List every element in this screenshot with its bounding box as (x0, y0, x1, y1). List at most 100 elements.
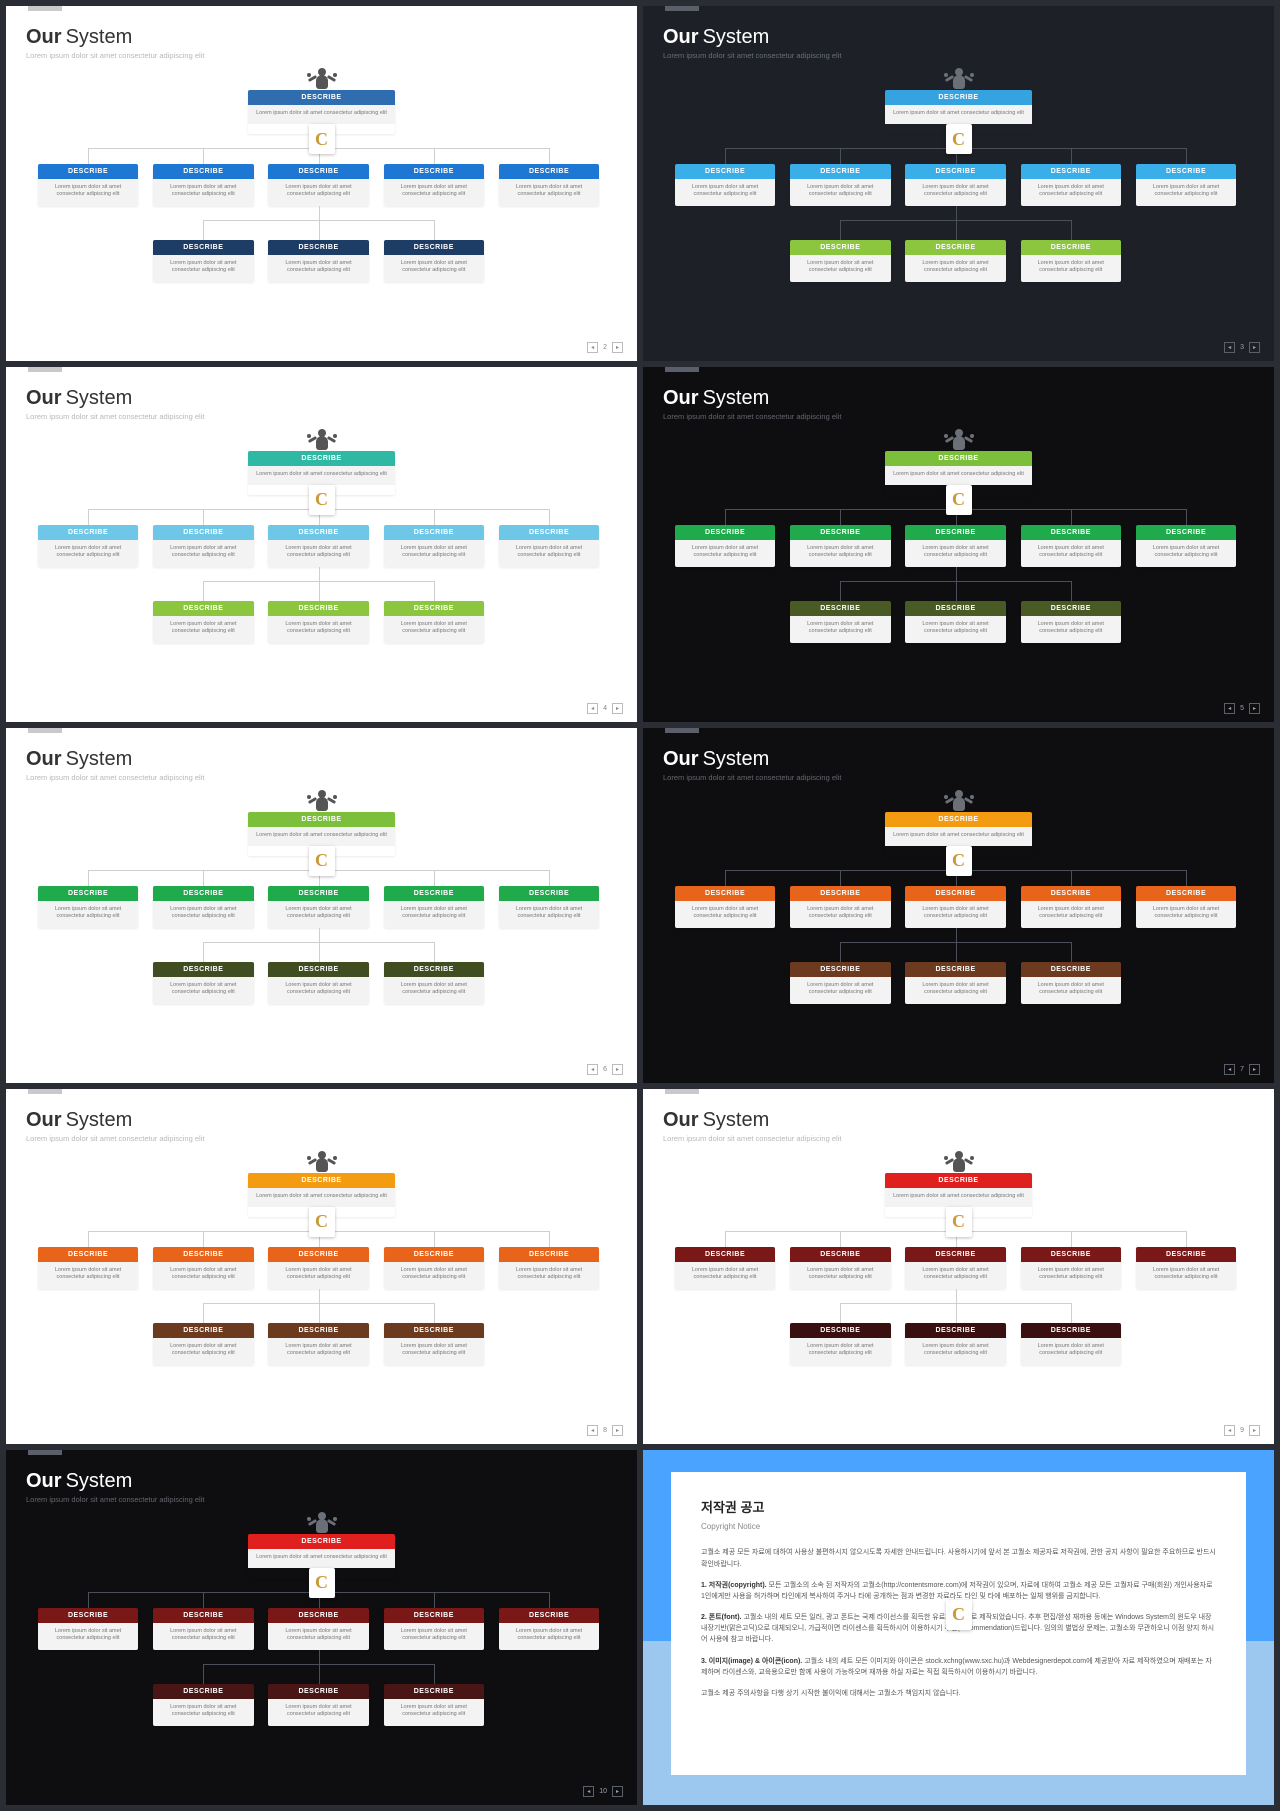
org-node: DESCRIBELorem ipsum dolor sit amet conse… (384, 601, 484, 643)
slide-title: Our System (663, 748, 1254, 771)
org-node-header: DESCRIBE (885, 1173, 1033, 1188)
pager-next[interactable]: ▸ (1249, 703, 1260, 714)
org-node-body: Lorem ipsum dolor sit amet consectetur a… (38, 1623, 138, 1650)
org-node-body: Lorem ipsum dolor sit amet consectetur a… (1021, 1262, 1121, 1289)
org-node-header: DESCRIBE (38, 1247, 138, 1262)
org-node-body: Lorem ipsum dolor sit amet consectetur a… (1136, 179, 1236, 206)
org-node: DESCRIBELorem ipsum dolor sit amet conse… (268, 1247, 368, 1289)
org-node: DESCRIBELorem ipsum dolor sit amet conse… (905, 886, 1005, 928)
org-node-body: Lorem ipsum dolor sit amet consectetur a… (790, 901, 890, 928)
org-node-header: DESCRIBE (384, 1684, 484, 1699)
org-node: DESCRIBELorem ipsum dolor sit amet conse… (1021, 1247, 1121, 1289)
org-node-header: DESCRIBE (905, 240, 1005, 255)
org-node: DESCRIBELorem ipsum dolor sit amet conse… (268, 1608, 368, 1650)
watermark-badge: C (946, 1207, 972, 1237)
pager-prev[interactable]: ◂ (583, 1786, 594, 1797)
org-node-header: DESCRIBE (885, 451, 1033, 466)
org-node-body: Lorem ipsum dolor sit amet consectetur a… (384, 1699, 484, 1726)
org-node-header: DESCRIBE (248, 451, 396, 466)
watermark-badge: C (309, 485, 335, 515)
pager-number: 5 (1240, 705, 1244, 712)
pager-next[interactable]: ▸ (1249, 1425, 1260, 1436)
org-node-body: Lorem ipsum dolor sit amet consectetur a… (675, 540, 775, 567)
slide-subtitle: Lorem ipsum dolor sit amet consectetur a… (663, 773, 1254, 782)
org-node-header: DESCRIBE (1136, 164, 1236, 179)
org-node-body: Lorem ipsum dolor sit amet consectetur a… (1021, 179, 1121, 206)
org-node-body: Lorem ipsum dolor sit amet consectetur a… (790, 540, 890, 567)
pager-next[interactable]: ▸ (612, 1786, 623, 1797)
org-node: DESCRIBELorem ipsum dolor sit amet conse… (153, 601, 253, 643)
org-node: DESCRIBELorem ipsum dolor sit amet conse… (384, 962, 484, 1004)
org-node-body: Lorem ipsum dolor sit amet consectetur a… (248, 466, 396, 485)
org-node: DESCRIBELorem ipsum dolor sit amet conse… (905, 601, 1005, 643)
org-node-header: DESCRIBE (153, 164, 253, 179)
accent-tab (665, 367, 699, 372)
org-node-header: DESCRIBE (1021, 240, 1121, 255)
pager-prev[interactable]: ◂ (587, 342, 598, 353)
org-node-body: Lorem ipsum dolor sit amet consectetur a… (1136, 1262, 1236, 1289)
pager-prev[interactable]: ◂ (1224, 1425, 1235, 1436)
pager-prev[interactable]: ◂ (587, 1064, 598, 1075)
org-node: DESCRIBELorem ipsum dolor sit amet conse… (1136, 886, 1236, 928)
org-node-body: Lorem ipsum dolor sit amet consectetur a… (38, 540, 138, 567)
pager-number: 3 (1240, 344, 1244, 351)
watermark-badge: C (309, 1568, 335, 1598)
org-node-body: Lorem ipsum dolor sit amet consectetur a… (153, 901, 253, 928)
org-node-header: DESCRIBE (1021, 1247, 1121, 1262)
org-node-body: Lorem ipsum dolor sit amet consectetur a… (153, 1338, 253, 1365)
pager-prev[interactable]: ◂ (1224, 1064, 1235, 1075)
org-node-body: Lorem ipsum dolor sit amet consectetur a… (153, 977, 253, 1004)
org-chart: DESCRIBELorem ipsum dolor sit amet conse… (26, 1512, 617, 1781)
pager-next[interactable]: ▸ (612, 342, 623, 353)
pager: ◂2▸ (587, 342, 623, 353)
org-node-body: Lorem ipsum dolor sit amet consectetur a… (384, 179, 484, 206)
pager-prev[interactable]: ◂ (587, 703, 598, 714)
org-node: DESCRIBELorem ipsum dolor sit amet conse… (1136, 1247, 1236, 1289)
pager-next[interactable]: ▸ (1249, 342, 1260, 353)
org-node-body: Lorem ipsum dolor sit amet consectetur a… (153, 179, 253, 206)
org-node: DESCRIBELorem ipsum dolor sit amet conse… (790, 1247, 890, 1289)
org-node-body: Lorem ipsum dolor sit amet consectetur a… (384, 255, 484, 282)
org-node: DESCRIBELorem ipsum dolor sit amet conse… (499, 1247, 599, 1289)
org-node-body: Lorem ipsum dolor sit amet consectetur a… (153, 1623, 253, 1650)
org-node-body: Lorem ipsum dolor sit amet consectetur a… (268, 901, 368, 928)
pager-next[interactable]: ▸ (612, 1064, 623, 1075)
org-node-body: Lorem ipsum dolor sit amet consectetur a… (384, 1338, 484, 1365)
org-node: DESCRIBELorem ipsum dolor sit amet conse… (905, 164, 1005, 206)
org-node: DESCRIBELorem ipsum dolor sit amet conse… (153, 962, 253, 1004)
org-node-header: DESCRIBE (268, 525, 368, 540)
org-node-header: DESCRIBE (790, 1323, 890, 1338)
org-node-header: DESCRIBE (153, 962, 253, 977)
pager-next[interactable]: ▸ (612, 1425, 623, 1436)
org-node: DESCRIBELorem ipsum dolor sit amet conse… (1021, 601, 1121, 643)
org-node-header: DESCRIBE (905, 601, 1005, 616)
org-node: DESCRIBELorem ipsum dolor sit amet conse… (905, 1247, 1005, 1289)
org-node: DESCRIBELorem ipsum dolor sit amet conse… (790, 525, 890, 567)
org-node-header: DESCRIBE (153, 1608, 253, 1623)
org-node-header: DESCRIBE (153, 1247, 253, 1262)
pager-number: 8 (603, 1427, 607, 1434)
pager-next[interactable]: ▸ (1249, 1064, 1260, 1075)
org-node-header: DESCRIBE (384, 525, 484, 540)
org-node-body: Lorem ipsum dolor sit amet consectetur a… (885, 827, 1033, 846)
watermark-badge: C (946, 485, 972, 515)
watermark-badge: C (309, 124, 335, 154)
pager-prev[interactable]: ◂ (1224, 703, 1235, 714)
org-node-header: DESCRIBE (790, 164, 890, 179)
org-node-header: DESCRIBE (499, 1247, 599, 1262)
org-node-header: DESCRIBE (384, 1608, 484, 1623)
org-node: DESCRIBELorem ipsum dolor sit amet conse… (153, 164, 253, 206)
person-icon (944, 429, 974, 451)
org-node-body: Lorem ipsum dolor sit amet consectetur a… (248, 827, 396, 846)
org-node: DESCRIBELorem ipsum dolor sit amet conse… (905, 962, 1005, 1004)
org-node: DESCRIBELorem ipsum dolor sit amet conse… (790, 886, 890, 928)
accent-tab (665, 728, 699, 733)
org-node: DESCRIBELorem ipsum dolor sit amet conse… (905, 240, 1005, 282)
org-node: DESCRIBELorem ipsum dolor sit amet conse… (1136, 525, 1236, 567)
org-node-header: DESCRIBE (790, 601, 890, 616)
org-node-body: Lorem ipsum dolor sit amet consectetur a… (153, 255, 253, 282)
pager-next[interactable]: ▸ (612, 703, 623, 714)
org-node: DESCRIBELorem ipsum dolor sit amet conse… (153, 1684, 253, 1726)
pager-prev[interactable]: ◂ (1224, 342, 1235, 353)
pager-prev[interactable]: ◂ (587, 1425, 598, 1436)
